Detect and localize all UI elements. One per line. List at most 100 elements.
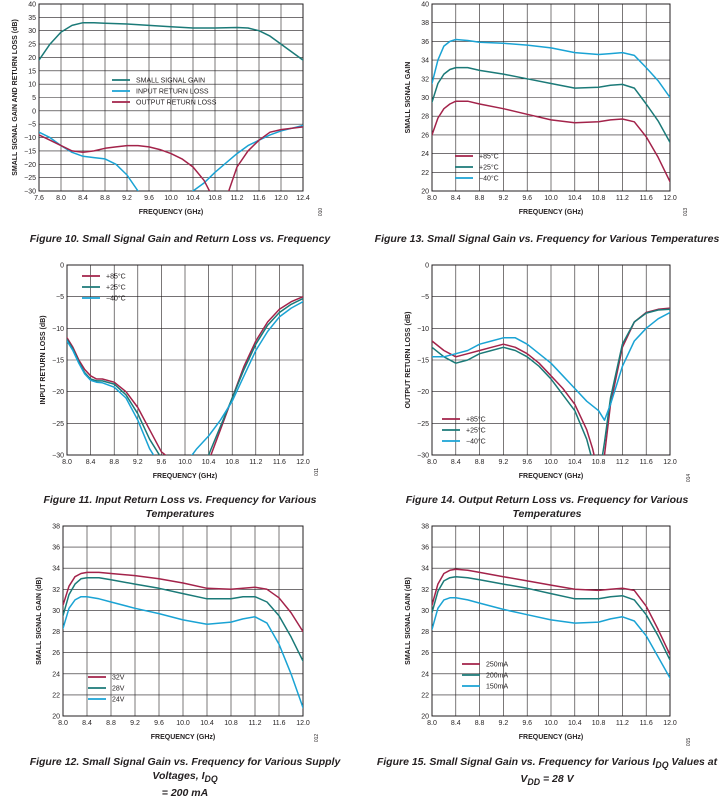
- x-tick-label: 10.4: [200, 720, 214, 727]
- y-tick-label: 30: [52, 608, 60, 615]
- x-tick-label: 11.6: [640, 720, 653, 727]
- x-tick-label: 12.0: [663, 459, 677, 466]
- y-tick-label: 38: [421, 20, 429, 27]
- figure-15-caption: Figure 15. Small Signal Gain vs. Frequen…: [372, 755, 722, 789]
- y-tick-label: 34: [421, 566, 429, 573]
- y-tick-label: 35: [28, 15, 36, 22]
- series-line-maroon: [432, 568, 670, 656]
- series-line-teal: [432, 308, 670, 455]
- x-tick-label: 9.2: [499, 720, 509, 727]
- y-axis-label: SMALL SIGNAL GAIN: [405, 62, 412, 134]
- series-line-maroon: [432, 100, 670, 183]
- y-tick-label: 0: [60, 263, 64, 270]
- y-tick-label: −30: [24, 189, 36, 196]
- x-tick-label: 8.4: [78, 195, 88, 202]
- figure-15-caption-mid: Values at V: [520, 756, 718, 786]
- series-group: [432, 568, 670, 679]
- y-tick-label: −5: [56, 294, 64, 301]
- x-tick-label: 9.2: [130, 720, 140, 727]
- x-tick-label: 8.0: [58, 720, 68, 727]
- legend-label: +85°C: [466, 416, 486, 424]
- series-line-teal: [432, 66, 670, 144]
- y-tick-label: 24: [421, 151, 429, 158]
- y-tick-label: 28: [421, 629, 429, 636]
- y-tick-label: −25: [24, 175, 36, 182]
- x-tick-label: 10.0: [176, 720, 190, 727]
- x-tick-label: 9.2: [122, 195, 132, 202]
- series-line-maroon: [432, 307, 670, 455]
- x-tick-label: 8.8: [106, 720, 116, 727]
- x-tick-label: 10.0: [544, 720, 558, 727]
- y-tick-label: −10: [52, 326, 64, 333]
- y-tick-label: 36: [421, 545, 429, 552]
- y-tick-label: 20: [52, 714, 60, 721]
- x-tick-label: 8.0: [62, 459, 72, 466]
- chart-012: 8.0 8.4 8.8 9.2 9.6 10.0 10.4 10.8 11.2 11.6 12.0 2…: [36, 524, 320, 743]
- legend-label: −40°C: [479, 175, 499, 183]
- legend-label: SMALL SIGNAL GAIN: [136, 78, 205, 85]
- y-tick-label: 5: [32, 95, 36, 102]
- y-tick-label: 34: [52, 566, 60, 573]
- y-tick-label: −20: [52, 389, 64, 396]
- x-tick-label: 8.8: [475, 459, 485, 466]
- plot-frame: [62, 525, 304, 717]
- y-tick-label: −5: [28, 122, 36, 129]
- x-tick-label: 11.2: [616, 459, 629, 466]
- series-line-teal: [63, 576, 303, 662]
- series-line-cyan: [67, 300, 303, 455]
- y-tick-label: −15: [52, 358, 64, 365]
- series-group: [67, 295, 303, 455]
- x-tick-label: 12.0: [296, 720, 310, 727]
- legend-label: +85°C: [106, 273, 126, 281]
- y-axis-label: SMALL SIGNAL GAIN (dB): [405, 577, 412, 665]
- chart-013: 8.0 8.4 8.8 9.2 9.6 10.0 10.4 10.8 11.2 11.6 12.0 2…: [405, 2, 689, 217]
- y-tick-label: 34: [421, 58, 429, 65]
- chart-011: 8.0 8.4 8.8 9.2 9.6 10.0 10.4 10.8 11.2 11.6 12.0 −…: [40, 263, 320, 481]
- x-tick-label: 12.4: [296, 195, 310, 202]
- y-tick-label: 30: [421, 95, 429, 102]
- x-tick-label: 8.8: [475, 195, 485, 202]
- y-tick-label: 22: [52, 692, 60, 699]
- y-tick-label: 36: [421, 39, 429, 46]
- y-tick-label: −10: [417, 326, 429, 333]
- x-axis-label: FREQUENCY (GHz): [151, 734, 215, 741]
- x-tick-label: 11.2: [249, 459, 262, 466]
- figure-15-caption-tail: = 28 V: [540, 773, 574, 786]
- x-tick-label: 9.6: [157, 459, 167, 466]
- chart-015: 8.0 8.4 8.8 9.2 9.6 10.0 10.4 10.8 11.2 11.6 12.0 2…: [405, 524, 692, 747]
- plot-frame: [431, 264, 671, 456]
- x-axis-label: FREQUENCY (GHz): [519, 473, 583, 480]
- y-tick-label: 10: [28, 82, 36, 89]
- y-tick-label: −25: [417, 421, 429, 428]
- x-tick-label: 8.0: [56, 195, 66, 202]
- x-tick-label: 11.2: [230, 195, 243, 202]
- legend-label: +25°C: [479, 164, 499, 172]
- x-tick-label: 10.8: [208, 195, 222, 202]
- x-tick-label: 11.2: [616, 195, 629, 202]
- x-tick-label: 12.0: [296, 459, 310, 466]
- x-tick-label: 9.2: [133, 459, 143, 466]
- legend-label: 24V: [112, 697, 125, 704]
- y-tick-label: 40: [28, 2, 36, 9]
- figure-14-caption: Figure 14. Output Return Loss vs. Freque…: [405, 494, 689, 520]
- x-tick-label: 9.6: [154, 720, 164, 727]
- x-tick-label: 12.0: [663, 195, 677, 202]
- figure-15-caption-sub1: DQ: [655, 760, 669, 771]
- x-tick-label: 8.4: [451, 195, 461, 202]
- x-tick-label: 8.4: [82, 720, 92, 727]
- y-axis-label: SMALL SIGNAL GAIN AND RETURN LOSS (dB): [12, 19, 19, 176]
- series-line-cyan: [432, 38, 670, 99]
- series-line-maroon: [39, 126, 303, 191]
- legend: +85°C +25°C −40°C: [82, 273, 126, 303]
- x-tick-label: 10.0: [178, 459, 192, 466]
- x-tick-label: 12.0: [274, 195, 288, 202]
- x-tick-label: 9.6: [522, 720, 532, 727]
- y-tick-label: 25: [28, 42, 36, 49]
- x-tick-label: 10.4: [202, 459, 216, 466]
- series-line-maroon: [63, 571, 303, 633]
- legend: SMALL SIGNAL GAIN INPUT RETURN LOSS OUTPUT…: [112, 78, 217, 107]
- figure-id: 013: [683, 208, 689, 217]
- x-tick-label: 10.8: [592, 720, 606, 727]
- figure-12-caption: Figure 12. Small Signal Gain vs. Frequen…: [10, 755, 360, 800]
- x-tick-label: 8.8: [109, 459, 119, 466]
